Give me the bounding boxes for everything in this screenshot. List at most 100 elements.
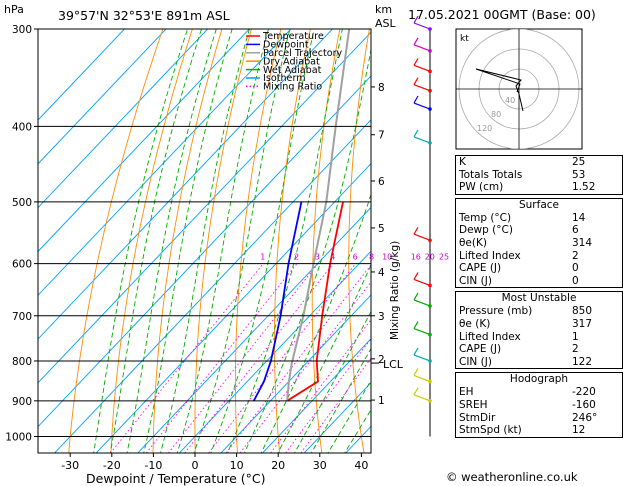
wind-barb — [413, 299, 431, 307]
x-tick-label: 0 — [192, 459, 199, 472]
profile-dewpoint — [253, 201, 303, 402]
wind-barb-flag — [413, 321, 419, 329]
surface-row-thetae: θe(K) 314 — [459, 236, 593, 249]
isotherm-line — [38, 29, 250, 253]
km-tick-label: 1 — [378, 395, 385, 407]
dry-adiabat-line — [418, 18, 449, 457]
pressure-tick-label: 700 — [12, 311, 32, 323]
wind-barb-flag — [413, 272, 419, 280]
wind-barb — [413, 102, 431, 110]
dry-adiabat-line — [152, 29, 223, 453]
wind-dot — [428, 141, 432, 145]
asl-label: ASL — [375, 17, 397, 30]
pressure-tick-label: 300 — [12, 24, 32, 36]
wind-dot — [428, 107, 432, 111]
hodo-row-sreh: SREH -160 — [459, 398, 596, 411]
x-tick-label: -30 — [61, 459, 79, 472]
wind-barb — [413, 394, 431, 402]
legend-label: Dewpoint — [263, 40, 309, 51]
isotherm-line — [261, 338, 371, 453]
wind-barb — [413, 136, 431, 144]
km-tick-label: 5 — [378, 223, 385, 235]
hodograph-kt-label: kt — [460, 34, 469, 44]
index-row-totals: Totals Totals 53 — [459, 168, 586, 181]
wind-dot — [428, 379, 432, 384]
wind-barb — [413, 278, 431, 287]
wet-adiabat-line — [277, 263, 371, 453]
wind-dot — [428, 49, 432, 53]
wind-dot — [428, 27, 432, 31]
mu-row-cin: CIN (J) 122 — [459, 355, 593, 368]
legend-label: Temperature — [262, 31, 324, 42]
wind-barb — [413, 64, 431, 72]
wind-barb-flag — [413, 58, 419, 66]
wet-adiabat-line — [310, 347, 371, 453]
km-tick-label: 2 — [378, 354, 385, 366]
km-tick-label: 7 — [378, 130, 385, 142]
pressure-tick-label: 800 — [12, 356, 32, 368]
pressure-tick-label: 400 — [12, 121, 32, 133]
copyright-label: © weatheronline.co.uk — [446, 470, 578, 484]
mixing-ratio-label: 8 — [369, 253, 374, 262]
isotherm-line — [178, 250, 371, 453]
km-tick-label: 8 — [378, 82, 385, 94]
isotherm-line — [38, 29, 292, 296]
wind-barb-flag — [413, 95, 419, 104]
isotherm-line — [38, 29, 167, 165]
isotherm-line — [137, 206, 371, 453]
hodograph-title: Hodograph — [509, 373, 569, 386]
wet-adiabat-line — [93, 29, 189, 453]
x-tick-label: 30 — [313, 459, 327, 472]
surface-row-li: Lifted Index 2 — [459, 249, 579, 262]
km-tick-label: 4 — [378, 267, 385, 279]
mixing-ratio-line — [225, 264, 371, 453]
indices-box: K 25 Totals Totals 53 PW (cm) 1.52 — [455, 155, 623, 195]
wet-adiabat-line — [210, 29, 315, 453]
legend-label: Dry Adiabat — [263, 56, 320, 67]
wind-barb — [413, 354, 431, 362]
dry-adiabat-line — [384, 18, 407, 457]
wind-barb — [413, 328, 431, 336]
wind-barb — [413, 22, 431, 30]
profile-parcel-trajectory — [286, 29, 351, 401]
wind-barb-flag — [413, 129, 419, 138]
wind-dot — [428, 69, 432, 74]
x-axis-title: Dewpoint / Temperature (°C) — [86, 471, 265, 486]
hodograph-plot: 40 80 120 — [456, 29, 582, 149]
legend-label: Mixing Ratio — [263, 82, 322, 93]
isotherm-line — [38, 29, 126, 121]
mixing-ratio-label: 10 — [382, 253, 392, 262]
hodograph-ring-label: 120 — [477, 124, 492, 133]
indices-panel: K 25 Totals Totals 53 PW (cm) 1.52 Surface … — [455, 155, 623, 441]
mixing-ratio-label: 4 — [330, 253, 335, 262]
dry-adiabat-line — [311, 29, 341, 453]
km-tick-label: 6 — [378, 176, 385, 188]
mixing-ratio-line — [239, 281, 371, 453]
wet-adiabat-line — [109, 29, 202, 453]
pressure-tick-label: 1000 — [5, 431, 32, 443]
mixing-ratio-label: 25 — [439, 253, 449, 262]
hodo-row-stmdir: StmDir 246° — [459, 411, 598, 424]
mixing-ratio-axis-title: Mixing Ratio (g/kg) — [389, 241, 401, 340]
hodo-row-stmspd: StmSpd (kt) 12 — [459, 424, 586, 437]
km-tick-label: 3 — [378, 311, 385, 323]
x-tick-label: -10 — [144, 459, 162, 472]
wind-dot — [428, 399, 432, 403]
mixing-ratio-line — [207, 263, 356, 453]
dry-adiabat-line — [110, 29, 193, 453]
surface-title: Surface — [518, 198, 559, 211]
wind-dot — [428, 88, 432, 93]
x-tick-label: 10 — [230, 459, 244, 472]
mixing-ratio-label: 1 — [260, 253, 265, 262]
surface-row-cin: CIN (J) 0 — [459, 274, 579, 287]
legend-label: Isotherm — [263, 73, 306, 84]
profile-temperature — [286, 201, 344, 402]
mixing-ratio-label: 3 — [315, 253, 320, 262]
mixing-ratio-line — [109, 263, 264, 453]
wet-adiabat-line — [293, 310, 371, 453]
wet-adiabat-line — [227, 29, 343, 453]
wind-barb — [413, 374, 431, 383]
isotherm-line — [95, 162, 371, 453]
dry-adiabat-line — [234, 29, 282, 453]
